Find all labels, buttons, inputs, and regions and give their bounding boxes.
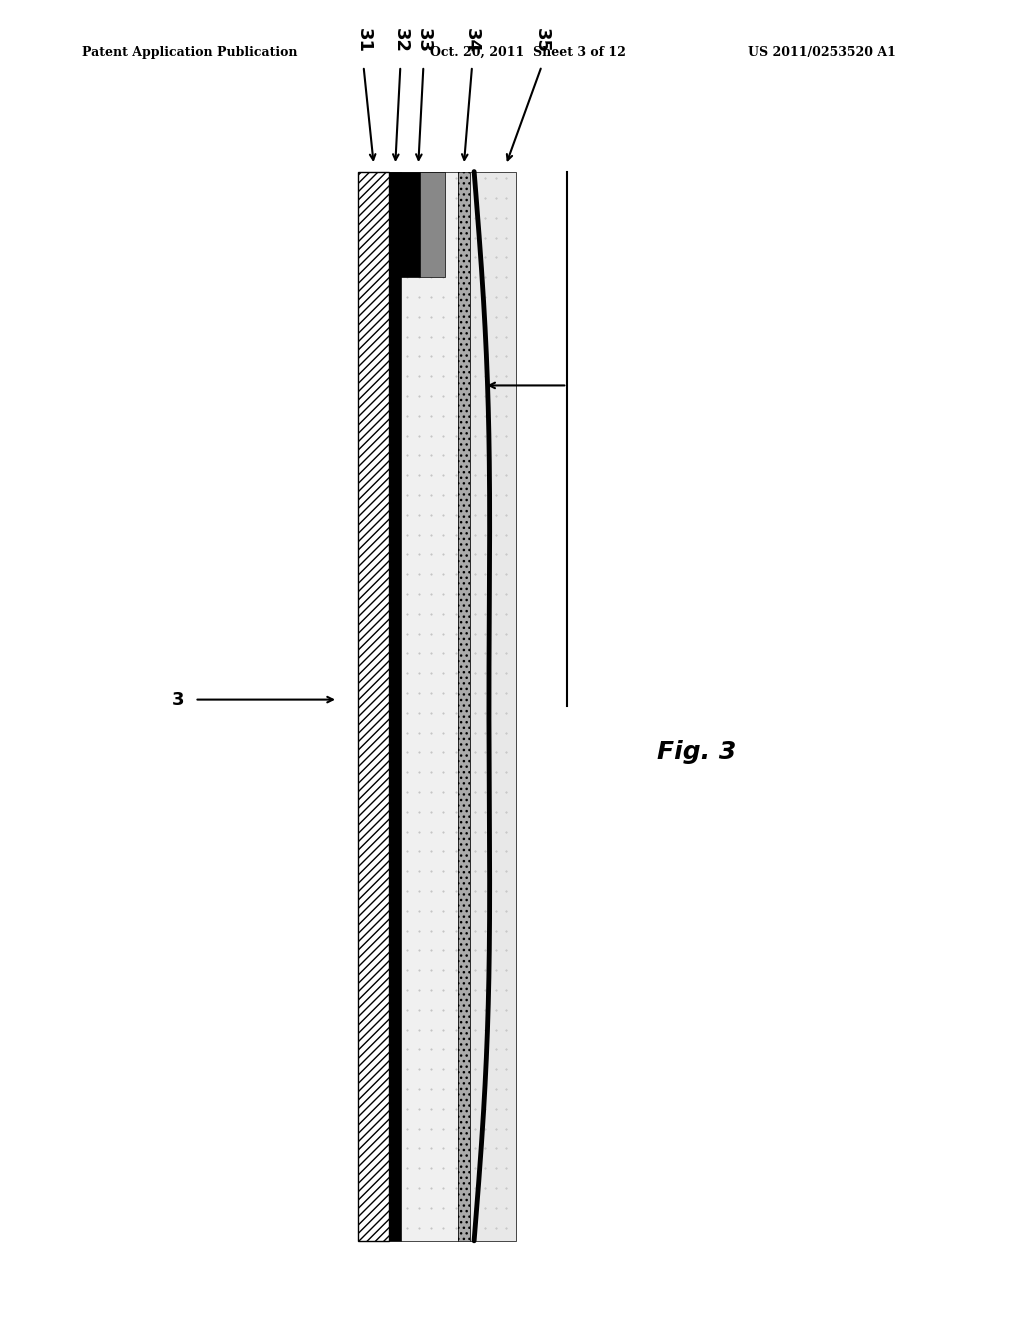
Bar [389,172,401,1241]
Text: Fig. 3: Fig. 3 [656,741,736,764]
Bar [358,172,389,1241]
Text: 32: 32 [391,28,410,53]
Bar [401,781,458,1241]
Bar [470,172,516,1241]
Bar [458,172,470,1241]
Bar [458,172,470,1241]
Text: 34: 34 [463,28,481,53]
Text: 35: 35 [532,28,551,53]
Text: Oct. 20, 2011  Sheet 3 of 12: Oct. 20, 2011 Sheet 3 of 12 [430,46,626,59]
Text: 31: 31 [354,28,373,53]
Text: Patent Application Publication: Patent Application Publication [82,46,297,59]
Bar [401,172,458,1241]
Bar [389,172,420,277]
Bar [358,172,389,1241]
Bar [420,172,445,277]
Text: US 2011/0253520 A1: US 2011/0253520 A1 [748,46,895,59]
Text: 33: 33 [415,28,432,53]
Text: 3: 3 [172,690,184,709]
